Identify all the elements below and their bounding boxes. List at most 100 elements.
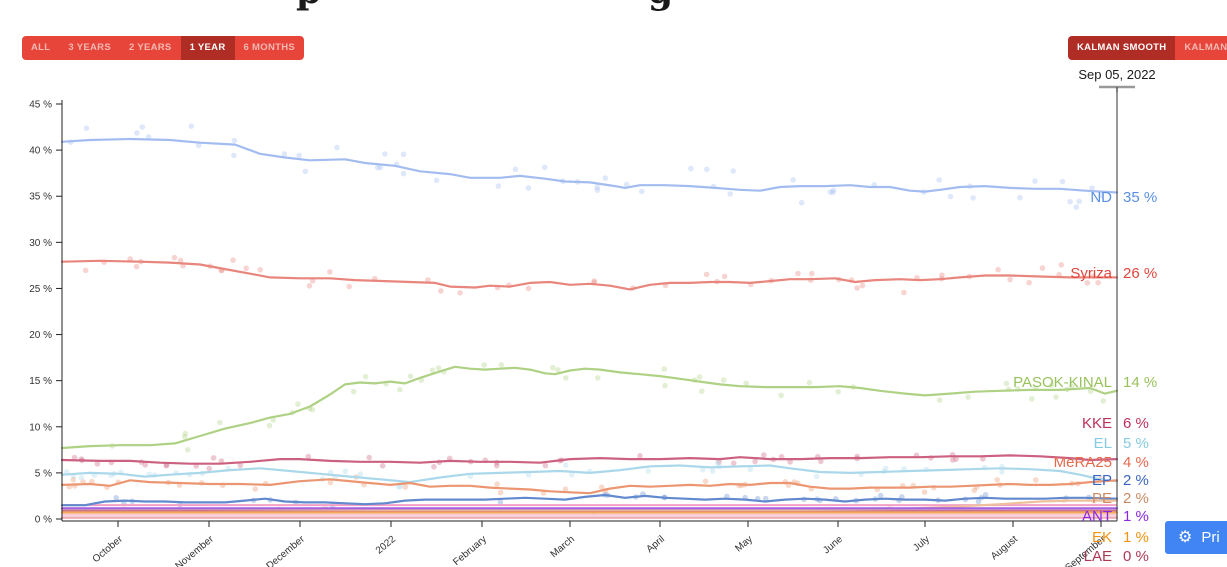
poll-scatter-dot — [1089, 185, 1095, 191]
poll-scatter-dot — [970, 195, 976, 201]
poll-scatter-dot — [939, 272, 945, 279]
poll-scatter-dot — [296, 152, 303, 159]
poll-scatter-dot — [721, 273, 728, 280]
poll-scatter-dot — [594, 184, 600, 190]
party-label-el: EL — [1094, 435, 1112, 452]
poll-scatter-dot — [645, 468, 651, 474]
poll-scatter-dot — [306, 283, 313, 289]
poll-scatter-dot — [1069, 383, 1075, 390]
poll-scatter-dot — [762, 495, 769, 502]
x-tick-label: February — [451, 534, 489, 567]
party-label-kke: KKE — [1082, 415, 1112, 432]
time-range-selector: ALL 3 YEARS 2 YEARS 1 YEAR 6 MONTHS — [22, 36, 305, 60]
poll-scatter-dot — [999, 469, 1005, 475]
poll-scatter-dot — [1039, 265, 1046, 271]
poll-scatter-dot — [1017, 194, 1023, 201]
range-button-6-months[interactable]: 6 MONTHS — [234, 36, 305, 60]
poll-scatter-dot — [702, 478, 709, 485]
poll-scatter-dot — [1029, 396, 1035, 402]
x-tick-label: October — [91, 533, 126, 565]
party-value-ant: 1 % — [1123, 508, 1149, 525]
poll-scatter-dot — [382, 151, 388, 157]
y-tick-label: 10 % — [29, 422, 52, 433]
poll-scatter-dot — [594, 375, 601, 381]
poll-scatter-dot — [70, 477, 77, 483]
poll-scatter-dot — [429, 367, 436, 374]
poll-scatter-dot — [431, 464, 437, 470]
poll-scatter-dot — [661, 366, 667, 372]
party-label-pe: PE — [1092, 490, 1112, 507]
poll-scatter-dot — [145, 134, 152, 140]
x-tick-label: June — [821, 534, 845, 557]
poll-scatter-dot — [699, 467, 706, 473]
poll-scatter-dot — [1058, 262, 1065, 268]
x-tick-label: April — [645, 534, 667, 555]
y-tick-label: 5 % — [35, 468, 52, 479]
poll-scatter-dot — [994, 477, 1000, 483]
poll-scatter-dot — [342, 468, 349, 475]
poll-scatter-dot — [327, 479, 334, 486]
poll-scatter-dot — [252, 486, 258, 492]
poll-scatter-dot — [377, 164, 384, 171]
y-tick-label: 35 % — [29, 192, 52, 203]
y-tick-label: 20 % — [29, 330, 52, 341]
x-tick-label: 2022 — [374, 534, 398, 557]
range-button-1-year[interactable]: 1 YEAR — [180, 36, 235, 60]
party-value-ek: 1 % — [1123, 529, 1149, 546]
poll-scatter-dot — [662, 382, 668, 389]
poll-scatter-dot — [497, 489, 504, 496]
poll-scatter-dot — [877, 492, 884, 499]
poll-scatter-dot — [362, 373, 369, 380]
x-tick-label: August — [989, 534, 1020, 563]
poll-scatter-dot — [357, 471, 364, 477]
poll-scatter-dot — [921, 489, 928, 495]
poll-scatter-dot — [446, 455, 453, 462]
poll-scatter-dot — [281, 151, 288, 157]
poll-scatter-dot — [82, 267, 89, 274]
y-tick-label: 45 % — [29, 100, 52, 111]
x-tick-label: March — [549, 534, 577, 560]
x-tick-label: May — [733, 534, 755, 555]
poll-scatter-dot — [493, 462, 500, 469]
poll-scatter-dot — [854, 285, 860, 291]
poll-scatter-dot — [525, 285, 532, 292]
privacy-button[interactable]: ⚙ Pri — [1165, 521, 1227, 554]
crosshair-date-label: Sep 05, 2022 — [1078, 67, 1156, 82]
party-label-lae: LAE — [1084, 548, 1112, 565]
poll-scatter-dot — [709, 468, 716, 474]
poll-scatter-dot — [397, 386, 403, 393]
poll-scatter-dot — [859, 282, 866, 289]
poll-scatter-dot — [602, 175, 609, 181]
poll-scatter-dot — [965, 394, 971, 400]
poll-scatter-dot — [231, 152, 237, 159]
poll-scatter-dot — [936, 177, 942, 183]
poll-scatter-dot — [806, 379, 813, 386]
poll-scatter-dot — [598, 484, 605, 491]
smoothing-button-kalman-smooth[interactable]: KALMAN SMOOTH — [1068, 36, 1176, 60]
range-button-2-years[interactable]: 2 YEARS — [119, 36, 181, 60]
poll-scatter-dot — [182, 430, 189, 437]
range-button-all[interactable]: ALL — [22, 36, 60, 60]
gear-icon: ⚙ — [1178, 528, 1193, 546]
smoothing-button-kalman[interactable]: KALMAN — [1175, 36, 1227, 60]
party-value-lae: 0 % — [1123, 548, 1149, 565]
poll-scatter-dot — [218, 458, 225, 464]
poll-scatter-dot — [433, 177, 440, 184]
poll-scatter-dot — [78, 475, 85, 481]
y-tick-label: 40 % — [29, 146, 52, 157]
poll-scatter-dot — [495, 183, 502, 189]
poll-scatter-dot — [133, 263, 140, 270]
poll-scatter-dot — [623, 181, 630, 188]
x-tick-label: December — [265, 533, 308, 567]
poll-scatter-dot — [134, 130, 140, 136]
poll-scatter-dot — [714, 460, 721, 467]
poll-scatter-dot — [936, 397, 943, 403]
party-label-mera25: MeRA25 — [1054, 454, 1112, 471]
privacy-button-label: Pri — [1201, 529, 1220, 546]
series-line-syriza — [60, 259, 1119, 291]
poll-scatter-dot — [494, 481, 501, 487]
poll-scatter-dot — [525, 185, 532, 191]
range-button-3-years[interactable]: 3 YEARS — [59, 36, 120, 60]
party-label-syriza: Syriza — [1070, 265, 1112, 282]
